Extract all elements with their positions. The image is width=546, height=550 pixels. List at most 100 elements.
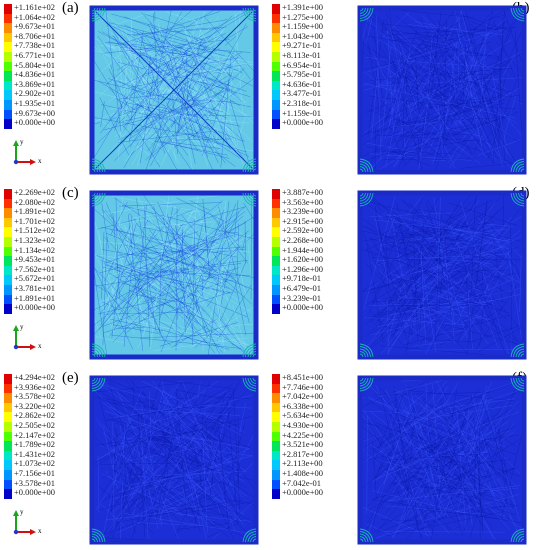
legend-label: +2.269e+02 — [14, 187, 55, 197]
legend-row: +1.701e+02 — [4, 216, 88, 228]
legend-label: +2.902e+01 — [14, 88, 55, 99]
legend-row: +1.064e+02 — [4, 12, 88, 24]
legend-swatch — [4, 431, 12, 442]
legend-label: +4.930e+00 — [282, 419, 323, 430]
legend-row: +2.318e-01 — [272, 97, 356, 110]
legend-row: +2.862e+02 — [4, 410, 88, 422]
legend-row: +1.431e+02 — [4, 448, 88, 461]
legend-swatch — [4, 13, 12, 24]
legend-row: +1.789e+02 — [4, 439, 88, 451]
legend-row: +5.634e+00 — [272, 410, 356, 422]
legend-swatch — [272, 479, 280, 490]
legend-label: +1.159e+00 — [282, 21, 323, 32]
legend-label: +2.268e+00 — [282, 234, 323, 245]
legend-row: +3.936e+02 — [4, 382, 88, 394]
legend-row: +6.954e-01 — [272, 59, 356, 72]
legend-row: +8.451e+00 — [272, 372, 356, 384]
legend-label: +9.673e+01 — [14, 21, 55, 32]
legend-swatch — [4, 469, 12, 480]
fiber-network — [89, 5, 259, 175]
axis-label-y: y — [20, 508, 24, 516]
panel-letter: (c) — [62, 185, 79, 201]
legend-row: +1.408e+00 — [272, 467, 356, 480]
legend-row: +9.271e-01 — [272, 40, 356, 52]
panel-a: +1.161e+02 +1.064e+02 +9.673e+01 +8.706e+01… — [0, 0, 270, 180]
legend-label: +1.620e+00 — [282, 254, 323, 265]
legend-swatch — [272, 51, 280, 62]
legend-swatch — [4, 4, 12, 14]
legend-swatch — [4, 246, 12, 257]
legend-row: +1.159e+00 — [272, 21, 356, 33]
legend-label: +1.159e-01 — [282, 107, 322, 118]
legend-label: +2.915e+00 — [282, 215, 323, 226]
legend-label: +1.431e+02 — [14, 448, 55, 459]
legend-row: +1.275e+00 — [272, 12, 356, 24]
legend-swatch — [4, 236, 12, 247]
fiber-network — [357, 190, 527, 360]
legend-label: +1.073e+02 — [14, 458, 55, 469]
fiber-network — [89, 190, 259, 360]
legend-label: +9.673e+00 — [14, 107, 55, 118]
legend-label: +2.592e+00 — [282, 225, 323, 236]
legend-row: +8.706e+01 — [4, 31, 88, 43]
legend-swatch — [272, 431, 280, 442]
legend-label: +4.294e+02 — [14, 372, 55, 382]
legend-row: +2.902e+01 — [4, 88, 88, 100]
legend-label: +6.771e+01 — [14, 49, 55, 60]
legend-c: +2.269e+02 +2.080e+02 +1.891e+02 +1.701e+02… — [4, 187, 88, 314]
legend-label: +1.408e+00 — [282, 467, 323, 478]
legend-row: +3.220e+02 — [4, 401, 88, 413]
legend-label: +9.718e-01 — [282, 273, 322, 284]
legend-row: +9.718e-01 — [272, 273, 356, 285]
legend-label: +7.042e+00 — [282, 391, 323, 402]
legend-swatch — [4, 275, 12, 285]
legend-swatch — [4, 23, 12, 33]
legend-label: +5.795e-01 — [282, 69, 322, 80]
legend-row: +3.887e+00 — [272, 187, 356, 199]
legend-row: +2.817e+00 — [272, 449, 356, 461]
legend-swatch — [272, 284, 280, 295]
legend-swatch — [272, 275, 280, 285]
legend-row: +7.042e+00 — [272, 391, 356, 403]
legend-row: +2.113e+00 — [272, 458, 356, 470]
legend-row: +7.562e+01 — [4, 264, 88, 276]
legend-swatch — [4, 265, 12, 276]
legend-swatch — [272, 294, 280, 305]
legend-row: +1.161e+02 — [4, 2, 88, 14]
legend-row: +1.891e+01 — [4, 293, 88, 305]
axis-label-x: x — [38, 342, 42, 350]
legend-swatch — [272, 99, 280, 110]
fiber-network — [357, 5, 527, 175]
legend-label: +2.318e-01 — [282, 97, 322, 108]
legend-row: +2.080e+02 — [4, 197, 88, 209]
legend-row: +3.781e+01 — [4, 283, 88, 295]
legend-swatch — [272, 489, 280, 499]
legend-swatch — [272, 208, 280, 218]
legend-label: +4.636e-01 — [282, 78, 322, 89]
axis-label-x: x — [38, 157, 42, 165]
legend-row: +1.159e-01 — [272, 107, 356, 120]
legend-label: +7.156e+01 — [14, 467, 55, 478]
legend-row: +1.620e+00 — [272, 254, 356, 266]
axis-label-y: y — [20, 138, 24, 146]
legend-label: +5.634e+00 — [282, 410, 323, 421]
legend-row: +4.294e+02 — [4, 372, 88, 384]
legend-label: +9.453e+01 — [14, 254, 55, 265]
legend-label: +6.954e-01 — [282, 59, 322, 70]
legend-swatch — [4, 32, 12, 43]
legend-row: +2.915e+00 — [272, 215, 356, 228]
legend-swatch — [272, 4, 280, 14]
legend-label: +3.578e+01 — [14, 477, 55, 488]
legend-swatch — [4, 421, 12, 432]
legend-row: +0.000e+00 — [4, 117, 88, 129]
legend-swatch — [272, 402, 280, 413]
legend-label: +5.672e+01 — [14, 273, 55, 284]
legend-row: +3.869e+01 — [4, 79, 88, 91]
legend-swatch — [272, 469, 280, 480]
legend-swatch — [272, 119, 280, 129]
legend-row: +1.323e+02 — [4, 235, 88, 247]
legend-row: +1.043e+00 — [272, 31, 356, 43]
legend-swatch — [272, 109, 280, 120]
legend-swatch — [272, 61, 280, 72]
